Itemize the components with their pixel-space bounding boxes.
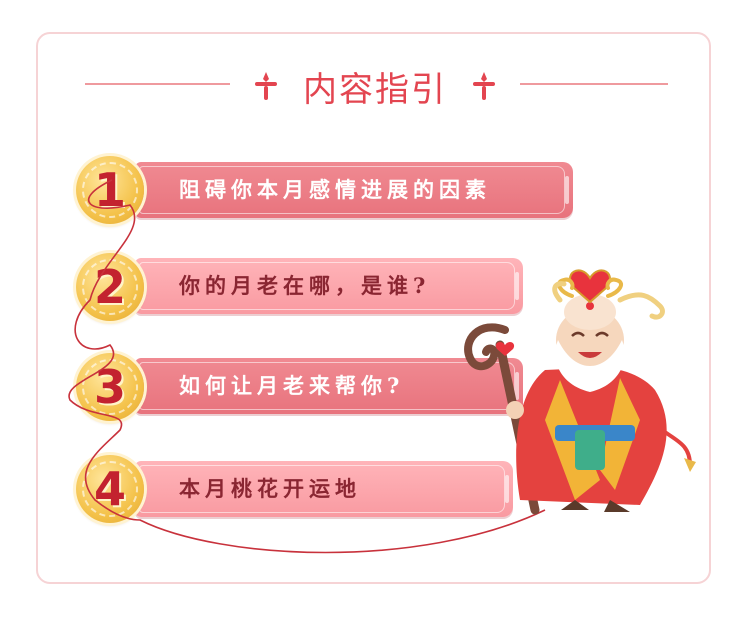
header-left-line	[85, 83, 230, 85]
item-2-bar	[135, 258, 523, 314]
left-knot-ornament-icon	[255, 72, 277, 100]
page-title: 内容指引	[303, 70, 447, 110]
item-3-bar	[135, 358, 523, 414]
item-1-bar	[135, 162, 573, 218]
right-knot-ornament-icon	[473, 72, 495, 100]
number-badge-2: 2	[76, 253, 144, 321]
item-4-label: 本月桃花开运地	[179, 476, 361, 501]
matchmaker-old-man-icon	[464, 269, 696, 515]
item-1-label: 阻碍你本月感情进展的因素	[179, 177, 491, 202]
item-2-label: 你的月老在哪，是谁?	[179, 273, 431, 298]
item-3-label: 如何让月老来帮你?	[179, 373, 405, 398]
item-4-bar	[135, 461, 513, 517]
header-right-line	[520, 83, 668, 85]
red-thread-icon	[68, 179, 546, 554]
